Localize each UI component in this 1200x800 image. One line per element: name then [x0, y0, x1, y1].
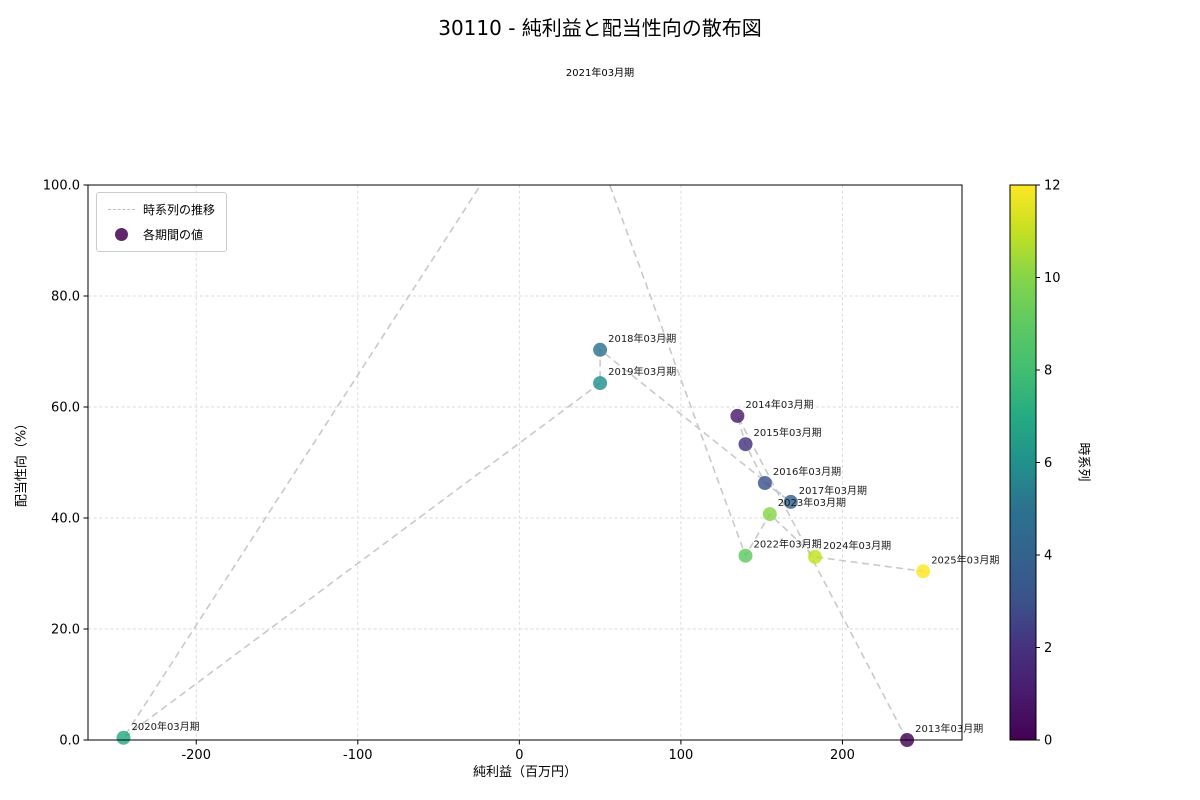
- data-point: [808, 549, 822, 564]
- legend-item-point: 各期間の値: [108, 226, 215, 243]
- colorbar-tick-label: 10: [1044, 271, 1061, 286]
- gridlines: [88, 184, 962, 741]
- axes-frame: [87, 184, 963, 741]
- point-label: 2025年03月期: [931, 553, 999, 566]
- point-label: 2022年03月期: [754, 538, 822, 551]
- point-label: 2024年03月期: [823, 539, 891, 552]
- point-label: 2015年03月期: [754, 426, 822, 439]
- point-label: 2017年03月期: [799, 484, 867, 497]
- data-point: [730, 408, 745, 423]
- data-point: [783, 494, 798, 509]
- x-tick-label: 100: [668, 748, 693, 763]
- x-tick-label: 200: [830, 748, 855, 763]
- colorbar-tick-label: 4: [1044, 549, 1052, 564]
- data-point: [738, 437, 753, 452]
- data-point: [593, 376, 608, 391]
- x-tick-label: -100: [343, 748, 373, 763]
- x-axis-label: 純利益（百万円）: [472, 765, 577, 780]
- legend-item-line: 時系列の推移: [108, 201, 215, 218]
- colorbar-tick-label: 2: [1044, 641, 1052, 656]
- y-tick-label: 0.0: [59, 734, 80, 749]
- legend-line-label: 時系列の推移: [143, 203, 216, 217]
- point-label: 2023年03月期: [778, 496, 846, 509]
- colorbar-label: 時系列: [1075, 442, 1091, 482]
- colorbar-gradient: [1010, 185, 1036, 740]
- colorbar-tick-label: 0: [1044, 734, 1052, 749]
- x-tick-label: -200: [181, 748, 211, 763]
- y-tick-label: 20.0: [51, 623, 80, 638]
- point-label: 2016年03月期: [773, 465, 841, 478]
- data-point: [593, 342, 608, 357]
- data-point: [116, 730, 131, 745]
- point-label: 2019年03月期: [608, 365, 676, 378]
- legend: 時系列の推移 各期間の値: [96, 192, 228, 252]
- dashed-line-swatch: [108, 209, 135, 210]
- colorbar-tick-label: 6: [1044, 456, 1052, 471]
- point-label: 2014年03月期: [745, 398, 813, 411]
- chart-title: 30110 - 純利益と配当性向の散布図: [438, 16, 762, 40]
- timeseries-line: [122, 185, 924, 740]
- point-label: 2020年03月期: [132, 720, 200, 733]
- y-tick-label: 40.0: [51, 512, 80, 527]
- data-point: [738, 548, 753, 563]
- colorbar-tick-label: 8: [1044, 364, 1052, 379]
- data-point: [916, 564, 931, 579]
- legend-point-swatch: [115, 228, 128, 241]
- point-label: 2018年03月期: [608, 332, 676, 345]
- x-tick-label: 0: [515, 748, 523, 763]
- data-point: [757, 476, 772, 490]
- y-tick-label: 80.0: [51, 290, 80, 305]
- y-axis-label: 配当性向（%）: [14, 416, 30, 508]
- colorbar-tick-label: 12: [1044, 179, 1061, 194]
- point-label: 2013年03月期: [915, 722, 983, 735]
- y-tick-label: 100.0: [43, 179, 80, 194]
- chart-subtitle: 2021年03月期: [565, 68, 635, 79]
- data-point: [762, 507, 777, 522]
- y-tick-label: 60.0: [51, 401, 80, 416]
- legend-point-label: 各期間の値: [143, 228, 204, 242]
